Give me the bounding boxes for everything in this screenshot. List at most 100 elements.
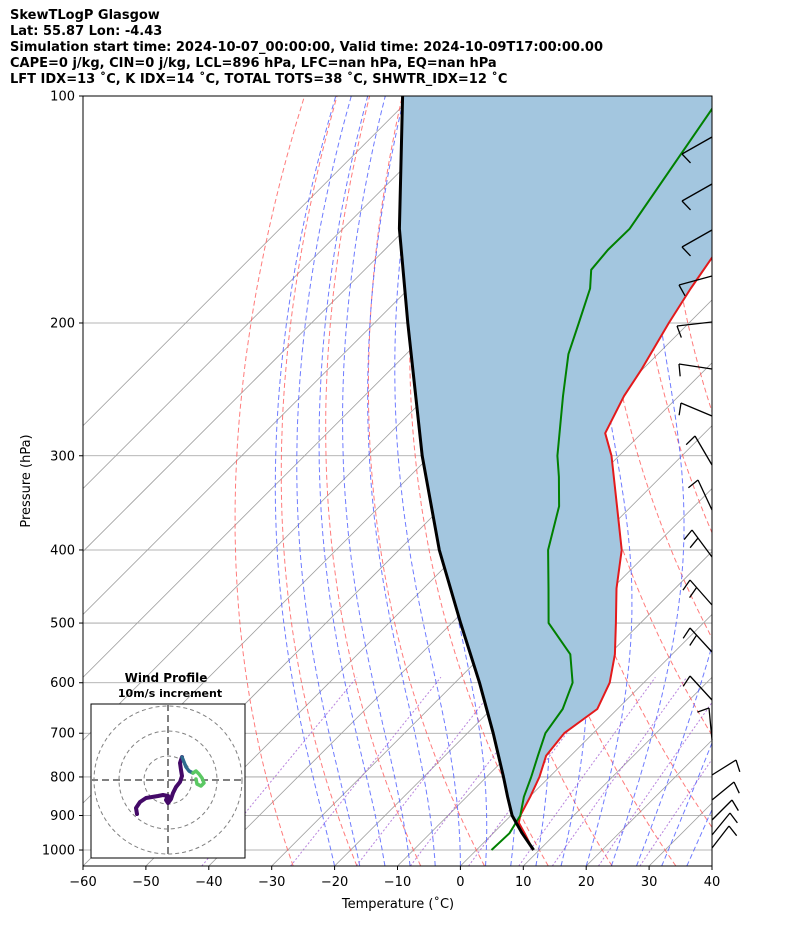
wind-barb-staff [678,363,713,370]
y-axis-label: Pressure (hPa) [19,434,34,527]
header-block: SkewTLogP Glasgow Lat: 55.87 Lon: -4.43 … [10,8,603,88]
wind-barb-staff [681,229,713,248]
x-tick-label: −60 [69,875,96,890]
dry-adiabat-line [728,96,794,866]
wind-barb-flag [735,759,741,772]
dry-adiabat-line [761,96,794,866]
y-tick-label: 500 [50,617,75,632]
wind-barb-staff [711,812,731,836]
simulation-times: Simulation start time: 2024-10-07_00:00:… [10,40,603,55]
y-tick-label: 700 [50,727,75,742]
moist-adiabat-line [367,96,436,866]
mixing-ratio-line [639,758,712,866]
wind-barb-flag [678,402,682,416]
y-tick-label: 300 [50,449,75,464]
wind-barb-staff [711,799,733,821]
isotherm-line [711,865,712,866]
wind-barb-staff [689,675,713,701]
dewpoint-profile [490,107,712,851]
y-tick-label: 400 [50,543,75,558]
moist-adiabat-line [296,96,361,866]
hodograph-trace [191,769,206,788]
wind-barb-flag [683,529,693,540]
x-tick-label: 30 [641,875,658,890]
x-tick-label: −40 [195,875,222,890]
wind-barb-staff [711,759,737,776]
hodograph-trace [134,755,184,816]
x-tick-label: −50 [132,875,159,890]
wind-barb-staff [678,275,713,286]
x-tick-label: 0 [456,875,464,890]
x-tick-label: −10 [384,875,411,890]
wind-barb-staff [708,707,713,741]
location-coords: Lat: 55.87 Lon: -4.43 [10,24,163,39]
wind-barb-flag [681,200,691,211]
wind-barb-staff [691,529,713,558]
wind-barb-flag [685,435,696,446]
wind-barb-flag [681,153,691,164]
moist-adiabat-line [686,808,712,866]
wind-barb-staff [676,321,713,327]
wind-barb-staff [689,579,713,606]
mixing-ratio-line [355,676,504,866]
wind-barb-flag [682,675,691,687]
y-tick-label: 1000 [42,844,75,859]
isotherm-line [83,96,476,490]
moist-adiabat-line [318,96,386,866]
wind-barb-staff [711,825,730,849]
mixing-ratio-line [597,701,712,866]
wind-barb-flag [697,707,710,713]
isotherm-line [460,613,712,866]
wind-barb-flag [733,781,740,794]
x-tick-label: −20 [321,875,348,890]
mixing-ratio-line [409,676,555,866]
dry-adiabat-line [595,96,712,640]
dry-adiabat-line [280,96,358,866]
wind-barb-flag [729,812,738,824]
y-tick-label: 100 [50,90,75,105]
wind-barb-flag [678,284,686,297]
wind-barb-staff [680,402,713,417]
wind-barb-staff [681,183,713,202]
cin-area [399,96,712,850]
wind-barb-staff [681,136,713,155]
moist-adiabat-line [610,96,685,866]
x-tick-label: 20 [578,875,595,890]
moist-adiabat-line [661,741,712,866]
wind-barb-flag [687,479,699,489]
x-tick-label: 10 [515,875,532,890]
moist-adiabat-line [636,643,712,866]
hodograph-title: Wind Profile [125,671,208,685]
dry-adiabat-line [234,96,305,866]
wind-barb-flag [678,363,681,377]
wind-barb-staff [689,627,713,653]
y-tick-label: 900 [50,809,75,824]
stability-indices-2: LFT IDX=13 ˚C, K IDX=14 ˚C, TOTAL TOTS=3… [10,72,508,87]
x-tick-label: −30 [258,875,285,890]
wind-barb-flag [689,587,698,599]
mixing-ratio-line [290,676,442,866]
isotherm-line [523,676,712,866]
isotherm-line [83,96,413,427]
stability-indices-1: CAPE=0 j/kg, CIN=0 j/kg, LCL=896 hPa, LF… [10,56,497,71]
moist-adiabat-line [394,96,461,866]
dry-adiabat-line [367,96,485,866]
wind-barb-staff [694,435,713,466]
x-axis-label: Temperature (˚C) [341,896,454,912]
wind-barb-staff [697,479,713,511]
dry-adiabat-line [325,96,422,866]
y-tick-label: 800 [50,770,75,785]
hodograph-trace [180,755,195,775]
moist-adiabat-line [342,96,411,866]
wind-barb-flag [681,246,691,257]
wind-barb-staff [711,781,735,801]
wind-barb-flag [682,579,691,591]
wind-barb-flag [689,634,698,646]
wind-barb-flag [682,627,691,639]
y-tick-label: 600 [50,676,75,691]
wind-barb-flag [731,799,739,811]
x-tick-label: 40 [704,875,721,890]
wind-barb-flag [689,537,699,549]
hodograph-plot [91,704,245,858]
wind-barb-flag [728,825,738,837]
